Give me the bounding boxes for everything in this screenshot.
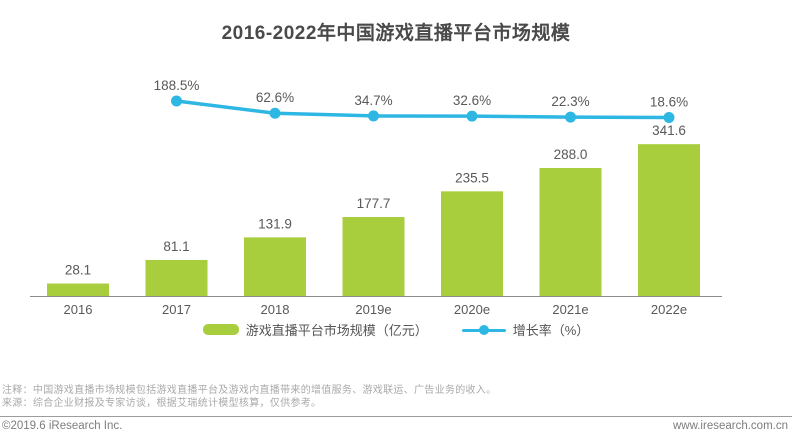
- bar-value-label: 81.1: [163, 239, 189, 254]
- x-axis-label: 2021e: [552, 302, 588, 317]
- growth-rate-line: [174, 99, 671, 120]
- footer: ©2019.6 iResearch Inc. www.iresearch.com…: [0, 420, 792, 432]
- growth-rate-point: [269, 107, 281, 119]
- legend-label-market-size: 游戏直播平台市场规模（亿元）: [245, 323, 428, 338]
- chart-legend: 游戏直播平台市场规模（亿元） 增长率（%）: [0, 320, 792, 339]
- bar-2019e: [342, 217, 405, 296]
- bar-2016: [47, 283, 109, 296]
- line-series-swatch: [461, 324, 506, 336]
- x-axis-label: 2017: [162, 302, 191, 317]
- line-swatch-dot: [478, 324, 489, 335]
- chart-canvas: 28.1 81.1 131.9 177.7 235.5 288.0 341.6 2016 201…: [30, 78, 722, 317]
- bar-2022e: [638, 144, 700, 296]
- bar-value-label: 288.0: [554, 147, 588, 162]
- bar-2018: [244, 237, 306, 296]
- x-axis-label: 2018: [261, 302, 290, 317]
- footer-divider: [0, 416, 792, 417]
- bar-value-label: 341.6: [652, 123, 686, 138]
- bar-value-label: 177.7: [357, 196, 391, 211]
- bar-value-label: 131.9: [258, 216, 292, 231]
- growth-rate-point: [663, 111, 675, 123]
- website-link[interactable]: www.iresearch.com.cn: [672, 420, 788, 432]
- note-line-2: 来源：综合企业财报及专家访谈，根据艾瑞统计模型核算，仅供参考。: [2, 397, 322, 409]
- growth-rate-label: 32.6%: [453, 93, 491, 108]
- x-axis-label: 2016: [64, 302, 93, 317]
- growth-rate-label: 18.6%: [650, 94, 688, 109]
- bar-value-label: 235.5: [455, 170, 489, 185]
- growth-rate-point: [171, 95, 182, 107]
- growth-rate-label: 62.6%: [256, 90, 294, 105]
- bar-2017: [145, 259, 208, 296]
- bar-2021e: [539, 168, 602, 296]
- legend-item-market-size: 游戏直播平台市场规模（亿元）: [202, 320, 428, 339]
- growth-rate-label: 188.5%: [154, 78, 200, 93]
- legend-label-growth-rate: 增长率（%）: [512, 323, 590, 338]
- growth-rate-point: [565, 111, 576, 123]
- growth-rate-point: [368, 110, 379, 122]
- chart-title: 2016-2022年中国游戏直播平台市场规模: [221, 23, 571, 44]
- legend-item-growth-rate: 增长率（%）: [461, 320, 590, 339]
- x-axis-label: 2019e: [355, 302, 391, 317]
- bar-series-swatch: [202, 324, 239, 335]
- growth-rate-label: 22.3%: [551, 94, 589, 109]
- x-axis-label: 2022e: [651, 302, 687, 317]
- growth-rate-point: [466, 110, 478, 122]
- bar-2020e: [441, 191, 503, 296]
- bar-value-label: 28.1: [65, 263, 91, 278]
- growth-rate-label: 34.7%: [354, 93, 392, 108]
- copyright-text: ©2019.6 iResearch Inc.: [2, 420, 123, 432]
- chart-notes: 注释：中国游戏直播市场规模包括游戏直播平台及游戏内直播带来的增值服务、游戏联运、…: [2, 385, 496, 410]
- note-line-1: 注释：中国游戏直播市场规模包括游戏直播平台及游戏内直播带来的增值服务、游戏联运、…: [2, 385, 497, 396]
- x-axis-label: 2020e: [454, 302, 490, 317]
